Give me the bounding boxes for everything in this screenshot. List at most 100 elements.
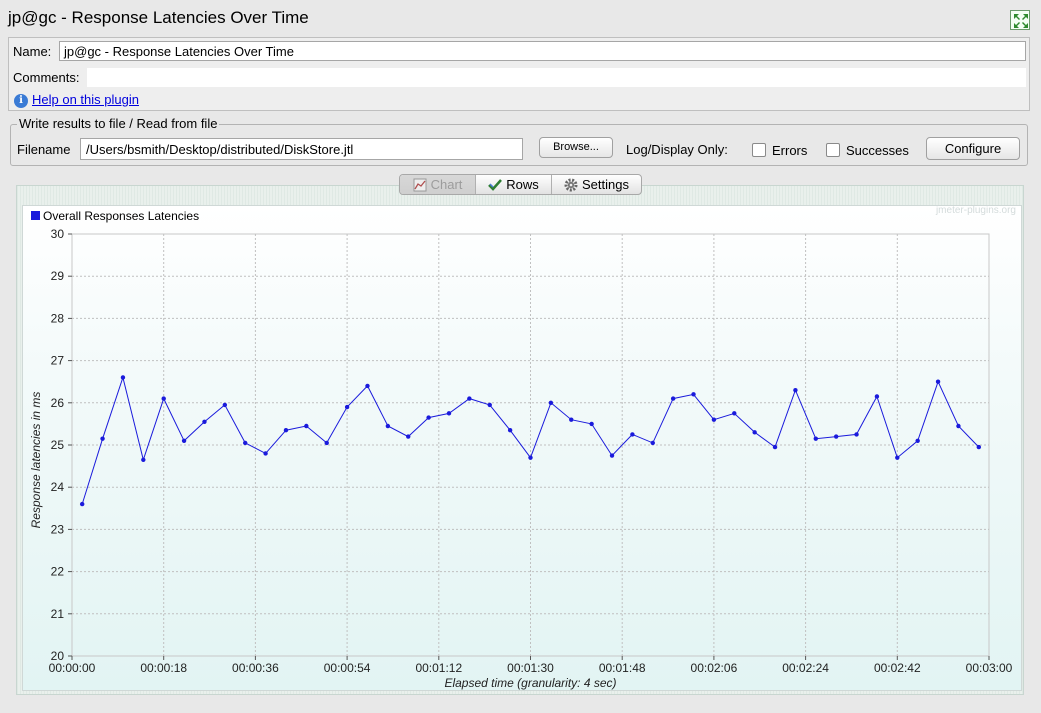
data-point bbox=[548, 400, 554, 405]
data-point bbox=[202, 419, 207, 424]
series-line bbox=[81, 375, 980, 505]
watermark-text: jmeter-plugins.org bbox=[935, 205, 1016, 216]
data-point bbox=[446, 411, 452, 416]
filename-label: Filename bbox=[17, 142, 71, 157]
data-point bbox=[956, 423, 961, 429]
filename-input[interactable]: /Users/bsmith/Desktop/distributed/DiskSt… bbox=[80, 138, 523, 160]
data-point bbox=[507, 428, 513, 433]
comments-input[interactable] bbox=[87, 68, 1026, 87]
data-point bbox=[467, 396, 472, 401]
data-point bbox=[243, 440, 248, 446]
data-point bbox=[263, 451, 268, 456]
file-panel: Write results to file / Read from file F… bbox=[10, 116, 1028, 166]
data-point bbox=[670, 396, 676, 401]
info-icon: i bbox=[14, 94, 28, 108]
data-point bbox=[609, 453, 615, 458]
data-point bbox=[752, 430, 757, 435]
y-tick-label: 25 bbox=[51, 438, 65, 452]
successes-checkbox[interactable] bbox=[826, 143, 840, 157]
data-point bbox=[120, 375, 126, 380]
data-point bbox=[528, 455, 533, 460]
chart-icon bbox=[413, 178, 427, 192]
x-axis-label: Elapsed time (granularity: 4 sec) bbox=[444, 676, 616, 690]
x-tick-label: 00:03:00 bbox=[966, 661, 1013, 675]
data-point bbox=[344, 404, 350, 410]
data-point bbox=[935, 379, 941, 384]
data-point bbox=[385, 423, 391, 429]
data-point bbox=[406, 434, 411, 439]
y-tick-label: 20 bbox=[51, 649, 65, 663]
configure-button[interactable]: Configure bbox=[926, 137, 1020, 160]
tab-chart[interactable]: Chart bbox=[400, 175, 476, 194]
data-point bbox=[915, 438, 920, 443]
data-point bbox=[79, 501, 85, 507]
data-point bbox=[426, 415, 431, 420]
expand-icon[interactable] bbox=[1010, 10, 1030, 30]
data-point bbox=[222, 402, 228, 408]
y-tick-label: 26 bbox=[51, 396, 65, 410]
y-tick-label: 28 bbox=[51, 311, 65, 325]
legend-label: Overall Responses Latencies bbox=[43, 209, 199, 223]
data-point bbox=[589, 421, 594, 427]
data-point bbox=[161, 396, 166, 401]
name-comments-panel: Name: jp@gc - Response Latencies Over Ti… bbox=[8, 37, 1030, 111]
checkmark-icon bbox=[488, 178, 503, 192]
comments-label: Comments: bbox=[13, 70, 80, 85]
x-tick-label: 00:02:24 bbox=[782, 661, 829, 675]
tab-settings-label: Settings bbox=[582, 177, 629, 192]
data-point bbox=[324, 440, 329, 446]
tab-rows-label: Rows bbox=[506, 177, 539, 192]
x-tick-label: 00:00:54 bbox=[324, 661, 371, 675]
tab-chart-label: Chart bbox=[430, 177, 463, 192]
gear-icon bbox=[564, 178, 578, 192]
chart-plot-area bbox=[22, 205, 1022, 691]
data-point bbox=[711, 417, 717, 422]
errors-label: Errors bbox=[772, 143, 808, 158]
help-link[interactable]: Help on this plugin bbox=[32, 92, 139, 107]
tab-rows[interactable]: Rows bbox=[476, 175, 552, 194]
legend-swatch bbox=[31, 211, 40, 220]
window-title: jp@gc - Response Latencies Over Time bbox=[8, 8, 309, 27]
x-tick-label: 00:00:18 bbox=[140, 661, 187, 675]
y-tick-label: 23 bbox=[51, 522, 65, 536]
data-point bbox=[650, 440, 655, 446]
x-tick-label: 00:00:00 bbox=[49, 661, 96, 675]
y-tick-label: 27 bbox=[51, 354, 65, 368]
successes-label: Successes bbox=[846, 143, 909, 158]
x-tick-label: 00:01:30 bbox=[507, 661, 554, 675]
data-point bbox=[813, 436, 818, 441]
file-panel-legend: Write results to file / Read from file bbox=[17, 116, 220, 131]
y-axis-label: Response latencies in ms bbox=[29, 392, 43, 529]
x-tick-label: 00:00:36 bbox=[232, 661, 279, 675]
data-point bbox=[630, 432, 635, 437]
data-point bbox=[833, 434, 839, 439]
log-display-only-label: Log/Display Only: bbox=[626, 142, 728, 157]
x-tick-label: 00:02:42 bbox=[874, 661, 921, 675]
data-point bbox=[181, 438, 187, 443]
data-point bbox=[100, 436, 105, 441]
data-point bbox=[365, 383, 370, 389]
data-point bbox=[304, 423, 309, 429]
y-tick-label: 22 bbox=[51, 565, 65, 579]
data-point bbox=[283, 428, 289, 433]
view-tabs: Chart Rows Settings bbox=[399, 174, 642, 195]
data-point bbox=[895, 455, 900, 460]
data-point bbox=[772, 444, 778, 450]
data-point bbox=[487, 402, 492, 408]
name-input[interactable]: jp@gc - Response Latencies Over Time bbox=[59, 41, 1026, 61]
data-point bbox=[976, 444, 982, 450]
name-label: Name: bbox=[13, 44, 52, 59]
errors-checkbox[interactable] bbox=[752, 143, 766, 157]
tab-settings[interactable]: Settings bbox=[552, 175, 641, 194]
x-tick-label: 00:01:48 bbox=[599, 661, 646, 675]
browse-button[interactable]: Browse... bbox=[539, 137, 613, 158]
x-tick-label: 00:02:06 bbox=[691, 661, 738, 675]
data-point bbox=[732, 411, 737, 416]
y-tick-label: 30 bbox=[51, 227, 65, 241]
data-point bbox=[691, 392, 696, 397]
data-point bbox=[141, 457, 146, 462]
data-point bbox=[569, 417, 574, 422]
y-tick-label: 29 bbox=[51, 269, 65, 283]
data-point bbox=[793, 387, 798, 393]
